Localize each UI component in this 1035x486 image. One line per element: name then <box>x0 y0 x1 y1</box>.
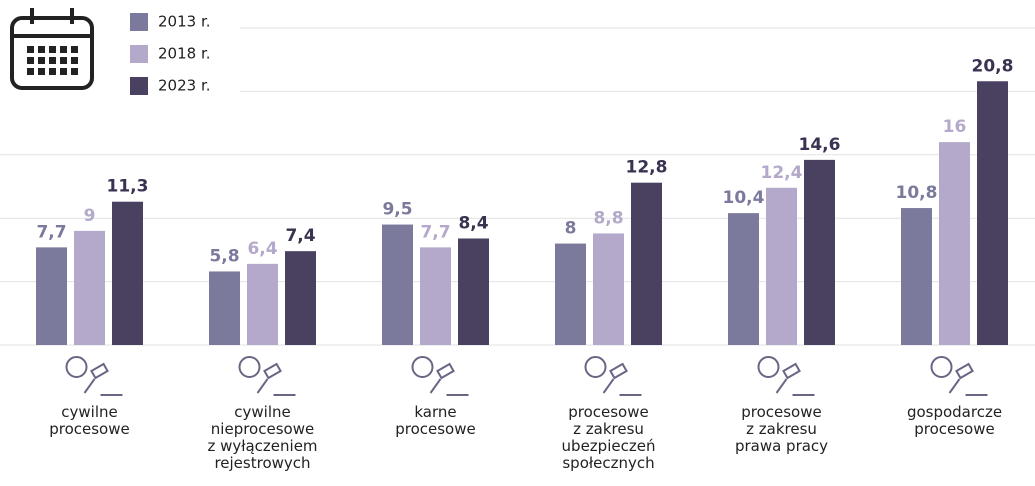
bar <box>939 142 970 345</box>
data-label: 6,4 <box>247 239 277 259</box>
data-label: 9,5 <box>382 200 412 220</box>
calendar-dot <box>71 46 78 53</box>
calendar-dot <box>71 68 78 75</box>
data-label: 16 <box>943 117 967 137</box>
data-label: 9 <box>84 206 96 226</box>
icon-part <box>757 356 780 378</box>
calendar-dot <box>60 68 67 75</box>
calendar-dot <box>49 57 56 64</box>
data-label: 12,4 <box>761 163 803 183</box>
bar <box>382 224 413 345</box>
calendar-dot <box>60 57 67 64</box>
icon <box>411 356 469 396</box>
data-label: 7,7 <box>36 222 66 242</box>
data-label: 20,8 <box>972 56 1014 76</box>
data-label: 7,4 <box>285 226 315 246</box>
icon-part <box>948 378 961 394</box>
calendar-dot <box>49 68 56 75</box>
calendar-dot <box>60 46 67 53</box>
bar <box>112 201 143 345</box>
data-label: 5,8 <box>209 246 239 266</box>
data-label: 8,4 <box>458 213 488 233</box>
bar <box>804 159 835 345</box>
icon-part <box>411 356 434 378</box>
x-tick-label: procesowe z zakresu ubezpieczeń społeczn… <box>561 403 656 472</box>
x-tick-label: cywilne procesowe <box>49 403 130 438</box>
data-label: 10,4 <box>723 188 765 208</box>
x-tick-label: cywilne nieprocesowe z wyłączeniem rejes… <box>207 403 318 472</box>
icon-part <box>602 378 615 394</box>
data-label: 11,3 <box>107 177 149 197</box>
icon <box>238 356 296 396</box>
data-label: 7,7 <box>420 222 450 242</box>
icon-part <box>83 378 96 394</box>
icon-part <box>436 362 455 380</box>
calendar-dot <box>38 46 45 53</box>
bar <box>593 233 624 345</box>
bar <box>458 238 489 345</box>
icon <box>930 356 988 396</box>
icon-part <box>930 356 953 378</box>
legend-swatch <box>130 77 148 95</box>
x-tick-label: gospodarcze procesowe <box>906 403 1003 438</box>
bar <box>901 208 932 345</box>
legend-label: 2018 r. <box>158 45 211 63</box>
calendar-dots <box>27 46 78 75</box>
legend-label: 2013 r. <box>158 13 211 31</box>
bar <box>209 271 240 345</box>
x-tick-label: karne procesowe <box>395 403 476 438</box>
icon <box>584 356 642 396</box>
bar <box>285 251 316 345</box>
icon-part <box>256 378 269 394</box>
bar <box>728 213 759 345</box>
icon-part <box>584 356 607 378</box>
icon-part <box>263 362 282 380</box>
calendar-dot <box>27 46 34 53</box>
data-label: 8 <box>565 219 577 239</box>
legend-swatch <box>130 13 148 31</box>
icon-part <box>90 362 109 380</box>
icon-part <box>65 356 88 378</box>
data-label: 8,8 <box>593 208 623 228</box>
icon <box>65 356 123 396</box>
data-label: 12,8 <box>626 158 668 178</box>
bar <box>555 243 586 345</box>
data-label: 10,8 <box>896 183 938 203</box>
icon <box>757 356 815 396</box>
bar <box>247 263 278 345</box>
bar <box>74 230 105 345</box>
icon-part <box>955 362 974 380</box>
x-tick-label: procesowe z zakresu prawa pracy <box>734 403 829 455</box>
calendar-dot <box>49 46 56 53</box>
calendar-icon <box>10 8 94 90</box>
calendar-dot <box>38 57 45 64</box>
icon-part <box>609 362 628 380</box>
bar <box>420 247 451 345</box>
bar <box>766 187 797 345</box>
calendar-dot <box>27 57 34 64</box>
icon-part <box>782 362 801 380</box>
icon-part <box>429 378 442 394</box>
calendar-dot <box>38 68 45 75</box>
legend-swatch <box>130 45 148 63</box>
bar <box>631 182 662 345</box>
legend-label: 2023 r. <box>158 77 211 95</box>
data-label: 14,6 <box>799 135 841 155</box>
icon-part <box>775 378 788 394</box>
icon-part <box>238 356 261 378</box>
bar <box>977 81 1008 346</box>
calendar-dot <box>71 57 78 64</box>
bar <box>36 247 67 345</box>
calendar-dot <box>27 68 34 75</box>
